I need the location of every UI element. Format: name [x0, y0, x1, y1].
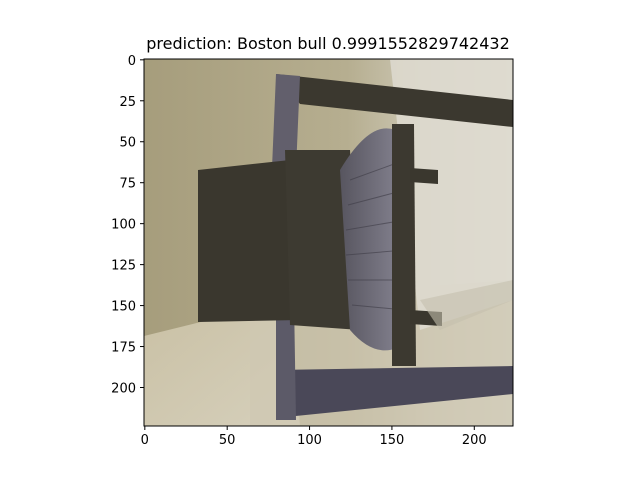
y-tick-label: 200 — [111, 381, 136, 396]
x-tick-label: 200 — [462, 433, 487, 448]
x-tick-label: 0 — [141, 433, 149, 448]
axes-frame — [143, 58, 514, 427]
x-axis-ticks: 0 50 100 150 200 — [141, 426, 487, 448]
y-tick-label: 75 — [119, 177, 136, 192]
y-tick-label: 150 — [111, 300, 136, 315]
y-tick-label: 0 — [128, 54, 136, 69]
x-tick-label: 150 — [380, 433, 405, 448]
photo — [144, 59, 513, 426]
x-tick-label: 50 — [219, 433, 236, 448]
y-tick-label: 100 — [111, 218, 136, 233]
y-tick-label: 175 — [111, 341, 136, 356]
y-tick-label: 125 — [111, 259, 136, 274]
x-tick-label: 100 — [297, 433, 322, 448]
y-tick-label: 25 — [119, 95, 136, 110]
plot-title: prediction: Boston bull 0.99915528297424… — [146, 34, 510, 53]
y-tick-label: 50 — [119, 136, 136, 151]
y-axis-ticks: 0 25 50 75 100 125 150 175 200 — [111, 54, 144, 396]
